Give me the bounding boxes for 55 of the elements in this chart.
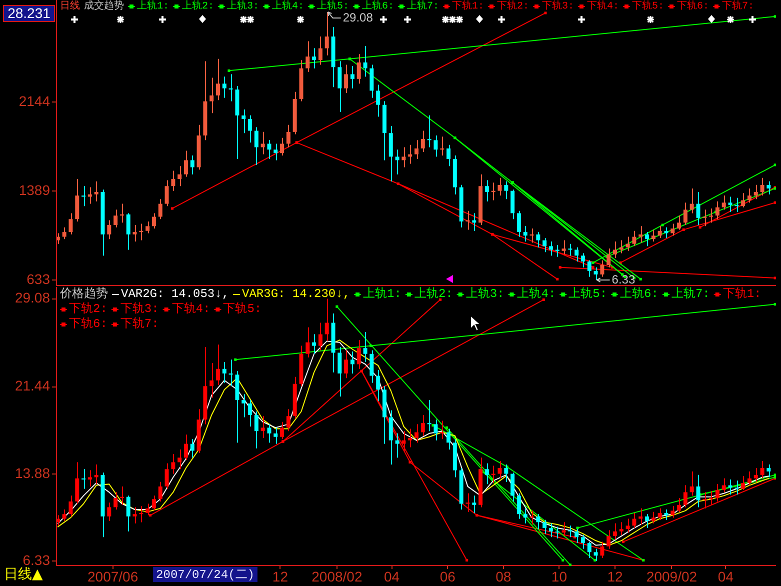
y-tick-label: 21.44 — [14, 378, 50, 394]
legend-label: 上轨2: — [414, 287, 453, 302]
legend-label: 下轨1: — [452, 0, 484, 13]
y-tick-label: 1389 — [18, 182, 50, 198]
legend-label: 下轨1: — [722, 287, 762, 302]
legend-label: 下轨7: — [120, 317, 159, 332]
legend-label: 上轨3: — [227, 0, 260, 13]
legend-label: 下轨6: — [69, 317, 108, 332]
legend-label: 上轨7: — [671, 287, 710, 302]
x-tick-label: 2008/02 — [312, 568, 362, 584]
x-tick-label: 2009/02 — [646, 568, 698, 584]
legend-label: 下轨4: — [172, 302, 210, 316]
x-tick-label: 10 — [551, 568, 568, 584]
legend-label: 上轨6: — [362, 0, 394, 13]
y-tick-label: 633 — [26, 270, 50, 287]
legend-label: 上轨4: — [272, 0, 304, 13]
x-tick-label: 06 — [440, 568, 456, 584]
legend-label: 上轨6: — [620, 287, 658, 302]
legend-label: 下轨2: — [497, 0, 530, 13]
x-tick-label: 12 — [272, 568, 288, 584]
legend-label: 下轨3: — [542, 0, 574, 13]
y-tick-label: 29.08 — [14, 290, 50, 306]
annotation: 6.33 — [612, 272, 636, 286]
legend-label: 下轨7: — [722, 0, 754, 13]
x-tick-label: 2007/06 — [87, 568, 138, 584]
text: 2007/07/24(二) — [156, 568, 254, 582]
legend-label: 上轨3: — [466, 287, 504, 302]
annotation: 29.08 — [342, 10, 374, 24]
chart-subtitle: 日线 — [60, 0, 80, 13]
y-tick-label: 13.88 — [14, 464, 50, 481]
x-tick-label: 04 — [384, 568, 400, 584]
legend-label: 上轨7: — [407, 0, 440, 13]
x-tick-label: 08 — [496, 568, 512, 584]
legend-label: 上轨5: — [568, 287, 608, 302]
legend-label: 上轨1: — [137, 0, 170, 13]
legend-label: 上轨4: — [517, 287, 556, 302]
legend-label: VAR3G: 14.230↓, — [242, 287, 350, 302]
y-tick-label: 2144 — [18, 92, 50, 109]
legend-label: 下轨5: — [223, 302, 262, 316]
legend-label: 下轨4: — [587, 0, 620, 13]
legend-label: 下轨6: — [677, 0, 710, 13]
chart-title: 成交趋势 — [84, 0, 124, 13]
legend-label: 下轨5: — [632, 0, 664, 13]
legend-label: 上轨2: — [182, 0, 214, 13]
legend-label: 下轨2: — [69, 302, 108, 316]
legend-label: 下轨3: — [120, 302, 159, 316]
legend-label: VAR2G: 14.053↓, — [121, 287, 230, 302]
x-tick-label: 12 — [607, 568, 623, 584]
text: 日线▲ — [4, 566, 43, 583]
chart-title: 价格趋势 — [59, 287, 108, 302]
x-tick-label: 04 — [718, 568, 734, 584]
text: 28.231 — [8, 4, 51, 21]
y-tick-label: 6.33 — [22, 552, 50, 568]
legend-label: 上轨5: — [317, 0, 350, 13]
legend-label: 上轨1: — [363, 287, 402, 302]
